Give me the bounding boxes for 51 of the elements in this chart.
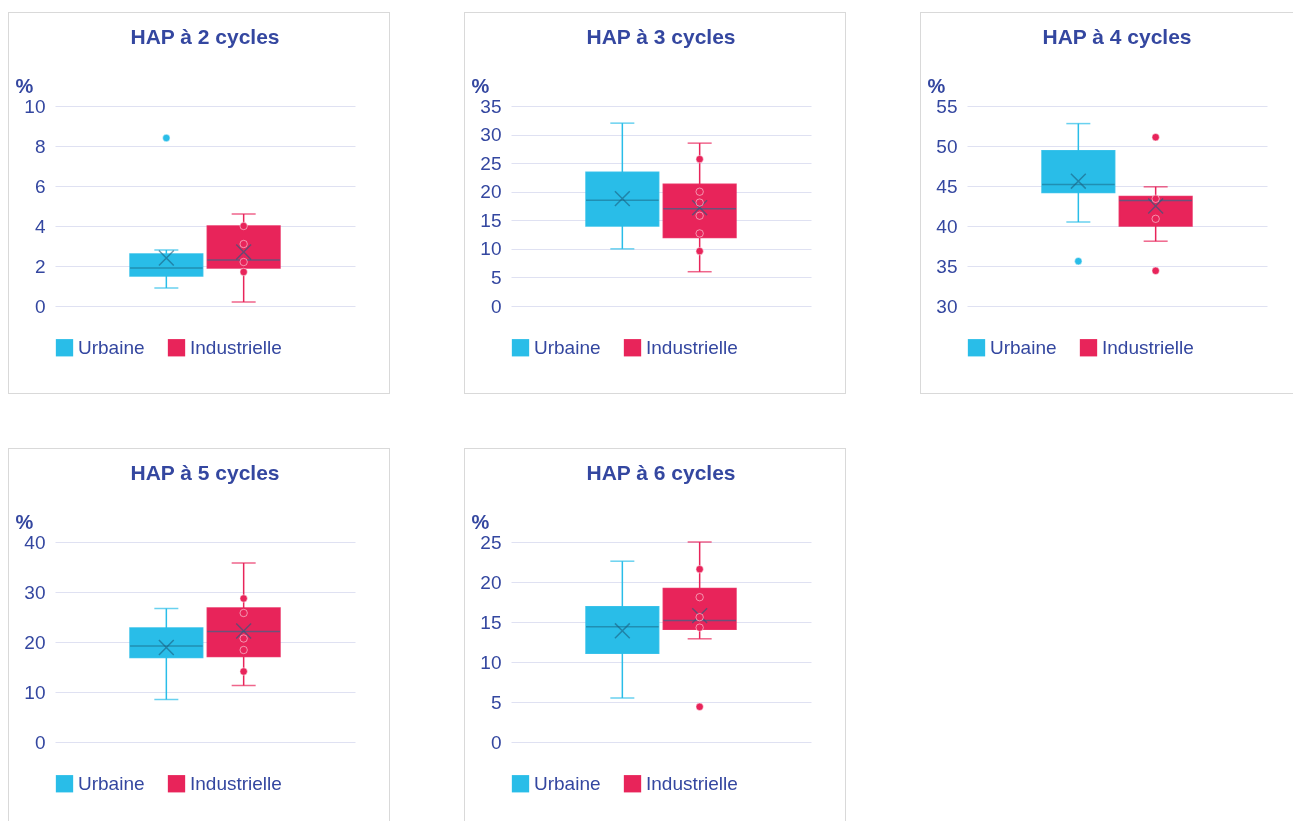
y-tick-label: 25 [480, 152, 502, 174]
y-tick-label: 40 [936, 215, 958, 237]
chart-title: HAP à 4 cycles [1042, 25, 1192, 48]
y-axis-title: % [15, 74, 34, 97]
y-tick-label: 35 [480, 95, 502, 117]
y-tick-label: 5 [490, 266, 502, 288]
y-tick-label: 50 [936, 135, 958, 157]
y-tick-label: 10 [480, 238, 502, 260]
y-tick-label: 20 [24, 631, 46, 653]
y-tick-label: 30 [480, 124, 502, 146]
y-tick-label: 30 [936, 295, 958, 317]
legend-label: Urbaine [990, 336, 1057, 358]
chart-title: HAP à 3 cycles [586, 25, 736, 48]
chart-title: HAP à 6 cycles [586, 461, 736, 484]
legend-label: Industrielle [646, 336, 738, 358]
legend-label: Industrielle [190, 772, 282, 794]
y-tick-label: 0 [34, 731, 46, 753]
legend-label: Urbaine [78, 336, 145, 358]
y-tick-label: 2 [34, 255, 46, 277]
y-tick-label: 30 [24, 581, 46, 603]
y-tick-label: 0 [34, 295, 46, 317]
legend-label: Industrielle [190, 336, 282, 358]
y-tick-label: 8 [34, 135, 46, 157]
y-axis-title: % [471, 74, 490, 97]
y-axis-title: % [927, 74, 946, 97]
y-tick-label: 45 [936, 175, 958, 197]
chart-title: HAP à 2 cycles [130, 25, 280, 48]
y-tick-label: 15 [480, 611, 502, 633]
y-tick-label: 0 [490, 731, 502, 753]
y-tick-label: 20 [480, 571, 502, 593]
y-tick-label: 35 [936, 255, 958, 277]
y-axis-title: % [471, 510, 490, 533]
y-tick-label: 10 [24, 95, 46, 117]
y-axis-title: % [15, 510, 34, 533]
y-tick-label: 15 [480, 209, 502, 231]
y-tick-label: 40 [24, 531, 46, 553]
legend-label: Urbaine [534, 336, 601, 358]
y-tick-label: 10 [480, 651, 502, 673]
y-tick-label: 55 [936, 95, 958, 117]
legend-label: Urbaine [534, 772, 601, 794]
legend-label: Industrielle [646, 772, 738, 794]
y-tick-label: 4 [34, 215, 46, 237]
legend-label: Industrielle [1102, 336, 1194, 358]
y-tick-label: 20 [480, 181, 502, 203]
y-tick-label: 5 [490, 691, 502, 713]
chart-title: HAP à 5 cycles [130, 461, 280, 484]
y-tick-label: 25 [480, 531, 502, 553]
y-tick-label: 10 [24, 681, 46, 703]
y-tick-label: 6 [34, 175, 46, 197]
legend-label: Urbaine [78, 772, 145, 794]
y-tick-label: 0 [490, 295, 502, 317]
